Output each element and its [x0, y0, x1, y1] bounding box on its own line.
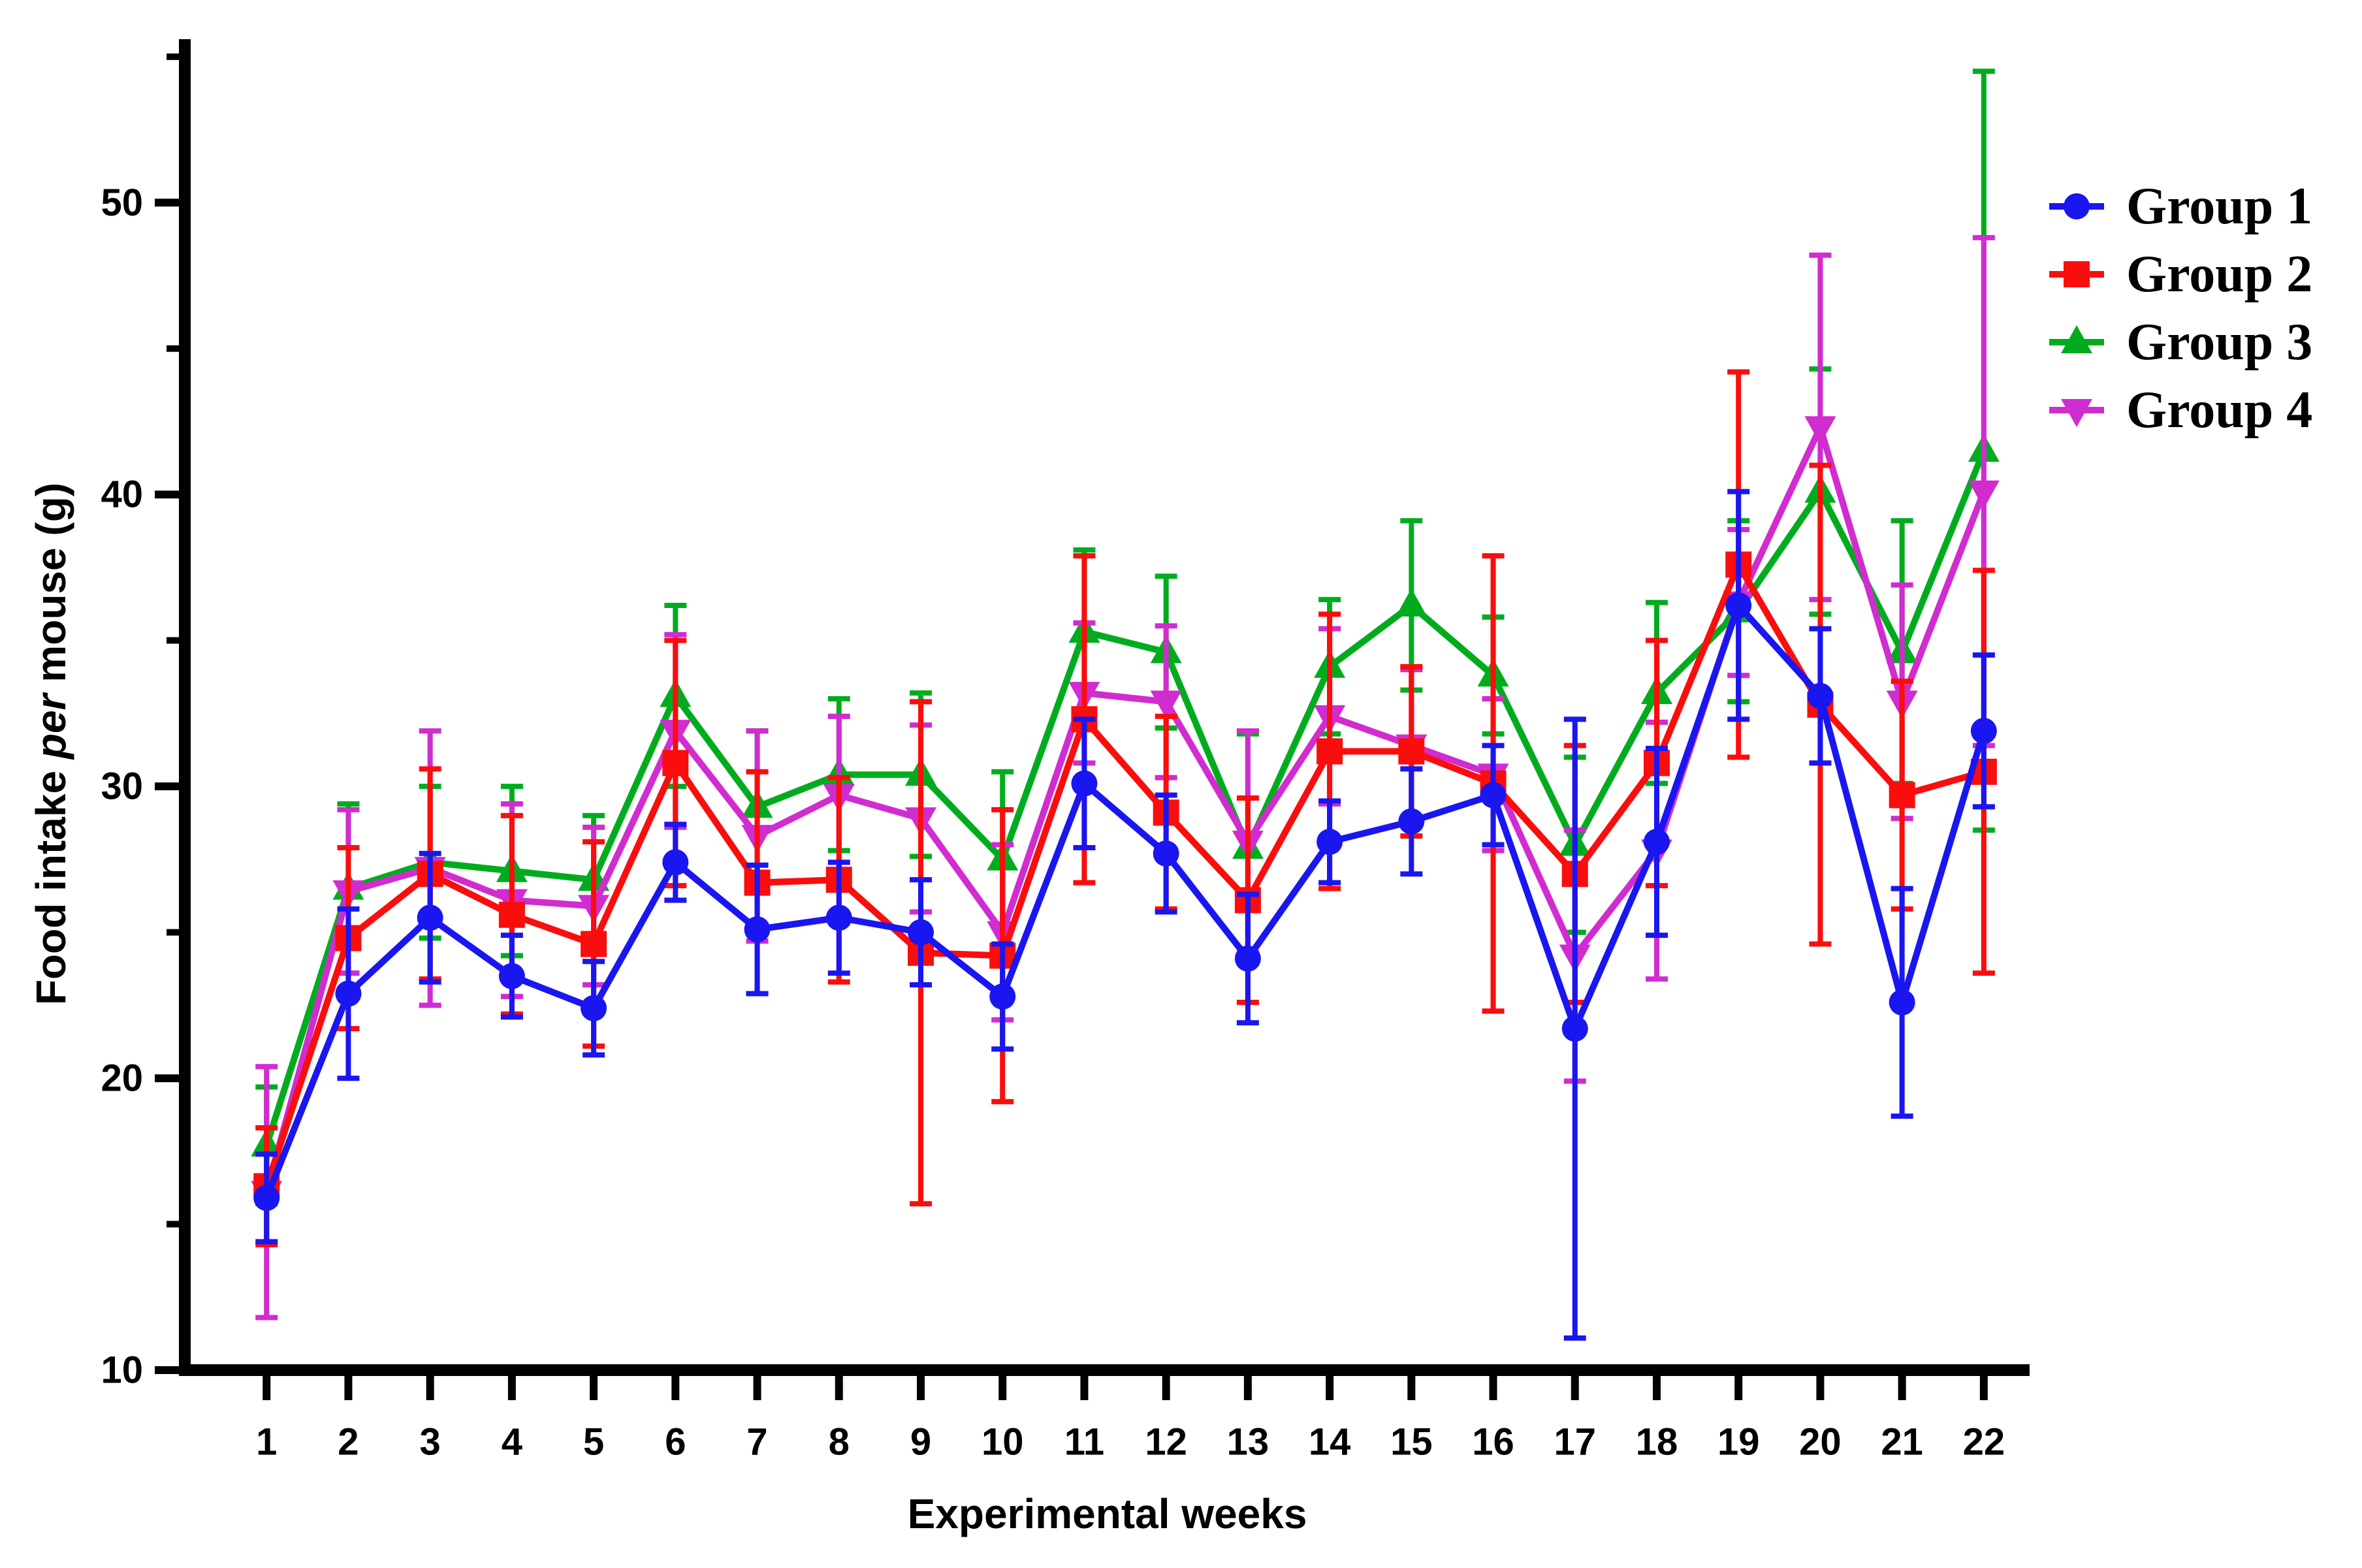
x-tick-label: 3	[420, 1421, 441, 1464]
series-line	[263, 449, 1987, 1147]
data-point-circle	[1153, 840, 1179, 867]
x-tick-label: 4	[502, 1421, 522, 1464]
data-point-square	[1398, 738, 1425, 765]
data-point-circle	[989, 983, 1016, 1010]
data-point-circle	[1970, 718, 1997, 744]
y-tick-label: 30	[101, 765, 143, 808]
data-point-triangle-up	[2061, 325, 2092, 353]
legend-label: Group 2	[2126, 246, 2312, 303]
data-point-square	[581, 931, 607, 957]
x-tick-label: 21	[1881, 1421, 1923, 1464]
data-point-circle	[581, 995, 607, 1021]
x-axis-title: Experimental weeks	[908, 1490, 1307, 1537]
data-point-circle	[498, 963, 525, 989]
data-point-triangle-down	[2061, 399, 2092, 427]
x-tick-label: 20	[1799, 1421, 1842, 1464]
data-point-circle	[1889, 989, 1915, 1016]
data-point-square	[498, 901, 525, 928]
x-tick-label: 9	[910, 1421, 931, 1464]
legend-label: Group 1	[2126, 178, 2312, 235]
x-tick-label: 13	[1227, 1421, 1269, 1464]
x-tick-label: 8	[829, 1421, 850, 1464]
x-tick-label: 5	[583, 1421, 604, 1464]
data-point-square	[1889, 782, 1915, 808]
data-point-circle	[662, 849, 689, 876]
data-point-square	[662, 750, 689, 776]
data-point-circle	[1480, 782, 1507, 808]
legend-label: Group 4	[2126, 381, 2312, 439]
data-point-circle	[1071, 770, 1098, 797]
data-point-circle	[1398, 808, 1425, 835]
series-group-1	[253, 488, 1997, 1341]
data-point-circle	[1317, 829, 1343, 856]
data-point-circle	[253, 1185, 280, 1211]
x-tick-label: 18	[1636, 1421, 1678, 1464]
x-tick-label: 12	[1145, 1421, 1187, 1464]
data-point-circle	[1561, 1016, 1588, 1042]
x-tick-label: 19	[1717, 1421, 1760, 1464]
data-point-circle	[417, 904, 443, 931]
y-tick-label: 40	[101, 473, 143, 516]
y-tick-label: 50	[101, 182, 143, 224]
series-line	[263, 602, 1987, 1200]
series-group-2	[253, 369, 1997, 1247]
data-point-square	[2064, 261, 2090, 287]
x-tick-label: 17	[1554, 1421, 1597, 1464]
x-tick-label: 10	[982, 1421, 1024, 1464]
data-point-triangle-down	[1968, 480, 2000, 509]
x-tick-label: 7	[746, 1421, 767, 1464]
data-point-circle	[335, 980, 362, 1007]
x-tick-label: 22	[1963, 1421, 2005, 1464]
y-tick-label: 20	[101, 1057, 143, 1100]
data-point-circle	[825, 904, 852, 931]
y-axis-title: Food intake per mouse (g)	[27, 483, 74, 1005]
y-tick-label: 10	[101, 1349, 143, 1392]
x-tick-label: 6	[665, 1421, 686, 1464]
x-tick-label: 1	[256, 1421, 277, 1464]
series-line	[263, 561, 1985, 1187]
x-tick-label: 16	[1472, 1421, 1514, 1464]
legend-item-group-1: Group 1	[2049, 178, 2312, 235]
data-point-circle	[744, 916, 771, 943]
legend-item-group-2: Group 2	[2049, 246, 2312, 303]
legend-item-group-4: Group 4	[2049, 381, 2312, 439]
data-point-circle	[907, 919, 934, 946]
x-tick-label: 11	[1064, 1421, 1104, 1464]
data-point-triangle-down	[1804, 416, 1836, 445]
data-point-circle	[1725, 592, 1752, 619]
data-point-triangle-down	[1150, 690, 1182, 719]
legend-label: Group 3	[2126, 313, 2312, 371]
series-line	[263, 424, 1987, 1193]
data-point-circle	[1807, 682, 1834, 709]
data-point-triangle-up	[1396, 588, 1428, 617]
data-point-circle	[1643, 829, 1670, 856]
x-tick-label: 14	[1309, 1421, 1351, 1464]
legend-item-group-3: Group 3	[2049, 313, 2312, 371]
data-point-square	[1317, 738, 1343, 765]
x-tick-label: 2	[338, 1421, 359, 1464]
data-point-circle	[2064, 193, 2090, 219]
x-tick-label: 15	[1390, 1421, 1433, 1464]
data-point-circle	[1234, 945, 1261, 972]
